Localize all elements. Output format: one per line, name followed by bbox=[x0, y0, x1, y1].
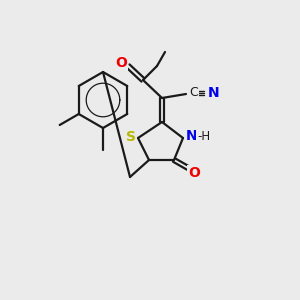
Text: S: S bbox=[126, 130, 136, 144]
Text: C: C bbox=[189, 86, 198, 100]
Text: O: O bbox=[188, 166, 200, 180]
Text: O: O bbox=[115, 56, 127, 70]
Text: N: N bbox=[208, 86, 220, 100]
Text: N: N bbox=[186, 129, 198, 143]
Text: -H: -H bbox=[197, 130, 211, 142]
